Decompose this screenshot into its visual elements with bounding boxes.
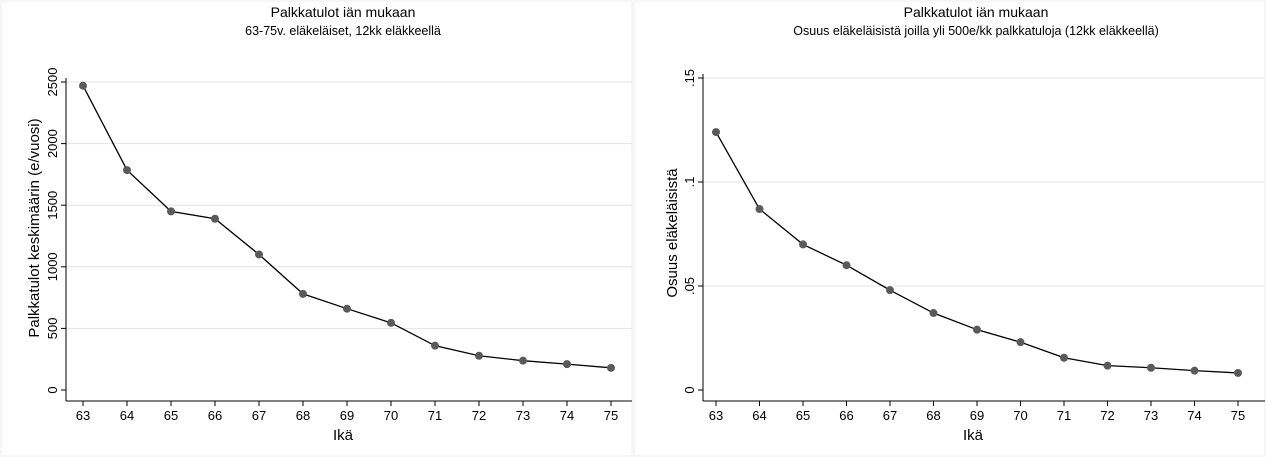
x-tick-label: 69 xyxy=(340,408,354,423)
data-point xyxy=(123,166,131,175)
x-tick-label: 65 xyxy=(796,408,810,423)
data-point xyxy=(1103,361,1112,370)
data-point xyxy=(755,205,764,214)
data-point xyxy=(799,240,807,249)
data-point xyxy=(973,325,981,334)
x-tick-label: 66 xyxy=(208,408,222,423)
data-point xyxy=(563,360,571,369)
data-point xyxy=(211,214,219,223)
y-axis-label: Osuus eläkeläisistä xyxy=(664,168,681,298)
x-tick-label: 72 xyxy=(1100,408,1114,423)
x-tick-label: 64 xyxy=(752,408,766,423)
x-tick-label: 73 xyxy=(516,408,530,423)
data-point xyxy=(343,304,351,313)
x-tick-label: 64 xyxy=(120,408,134,423)
data-point xyxy=(712,128,720,137)
x-tick-label: 63 xyxy=(76,408,90,423)
chart-title: Palkkatulot iän mukaan xyxy=(904,4,1049,20)
x-tick-label: 65 xyxy=(164,408,178,423)
data-point xyxy=(929,309,938,318)
data-point xyxy=(842,261,851,270)
y-tick-label: 500 xyxy=(45,318,60,340)
x-tick-label: 67 xyxy=(883,408,897,423)
y-tick-label: .15 xyxy=(682,69,697,87)
data-point xyxy=(167,207,175,216)
data-point xyxy=(1234,368,1242,377)
data-point xyxy=(387,318,395,327)
x-tick-label: 63 xyxy=(709,408,723,423)
chart-title: Palkkatulot iän mukaan xyxy=(271,4,416,20)
x-tick-label: 75 xyxy=(604,408,618,423)
y-tick-label: 2000 xyxy=(45,129,60,158)
data-point xyxy=(1190,366,1199,375)
panel-border xyxy=(0,0,633,457)
y-tick-label: 1000 xyxy=(45,252,60,281)
panel-border xyxy=(633,0,1266,457)
data-point xyxy=(519,356,527,365)
chart-subtitle: 63-75v. eläkeläiset, 12kk eläkkeellä xyxy=(245,24,441,38)
x-tick-label: 70 xyxy=(384,408,398,423)
x-tick-label: 66 xyxy=(839,408,853,423)
y-tick-label: .05 xyxy=(682,277,697,295)
data-point xyxy=(475,351,483,360)
x-tick-label: 71 xyxy=(1057,408,1071,423)
x-tick-label: 75 xyxy=(1231,408,1245,423)
data-point xyxy=(255,250,263,259)
x-tick-label: 72 xyxy=(472,408,486,423)
y-tick-label: .1 xyxy=(682,177,697,188)
x-tick-label: 68 xyxy=(926,408,940,423)
x-tick-label: 67 xyxy=(252,408,266,423)
x-axis-label: Ikä xyxy=(963,427,984,444)
data-point xyxy=(607,363,615,372)
y-tick-label: 0 xyxy=(45,386,60,393)
y-axis-label: Palkkatulot keskimäärin (e/vuosi) xyxy=(26,118,43,337)
chart-age-earnings: Palkkatulot iän mukaan 63-75v. eläkeläis… xyxy=(0,0,633,457)
plot-area: 0 .05 .1 .15 63 64 65 66 67 68 69 70 71 72 73 74 75 xyxy=(682,69,1265,423)
x-tick-label: 74 xyxy=(560,408,574,423)
data-point xyxy=(299,289,307,298)
plot-area: 0 500 1000 1500 2000 2500 63 64 65 66 67 68 69 70 71 72… xyxy=(45,68,632,423)
chart-age-share: Palkkatulot iän mukaan Osuus eläkeläisis… xyxy=(633,0,1266,457)
data-point xyxy=(431,341,439,350)
data-point xyxy=(886,286,894,295)
y-tick-label: 1500 xyxy=(45,191,60,220)
x-axis-label: Ikä xyxy=(333,427,354,444)
y-tick-label: 0 xyxy=(682,386,697,393)
x-tick-label: 69 xyxy=(970,408,984,423)
x-tick-label: 74 xyxy=(1187,408,1201,423)
x-tick-label: 68 xyxy=(296,408,310,423)
chart-subtitle: Osuus eläkeläisistä joilla yli 500e/kk p… xyxy=(793,24,1158,38)
data-point xyxy=(1016,338,1025,347)
data-point xyxy=(79,81,87,90)
x-tick-label: 70 xyxy=(1013,408,1027,423)
y-tick-label: 2500 xyxy=(45,68,60,97)
data-point xyxy=(1147,363,1155,372)
x-tick-label: 73 xyxy=(1144,408,1158,423)
data-point xyxy=(1060,353,1068,362)
x-tick-label: 71 xyxy=(428,408,442,423)
